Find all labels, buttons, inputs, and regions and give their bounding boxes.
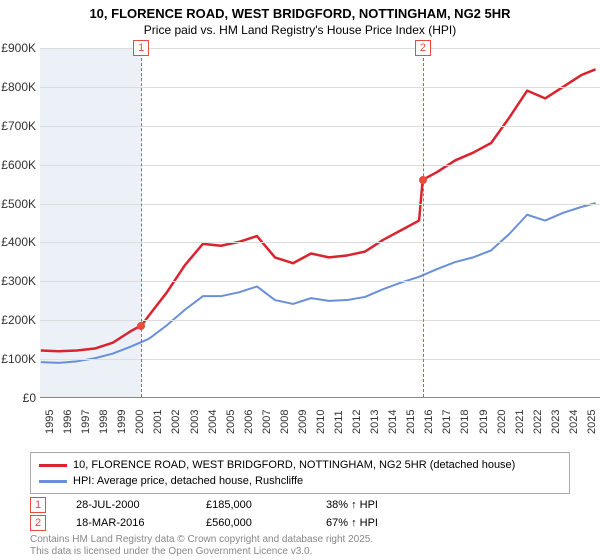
x-tick-label: 2006 <box>243 410 255 434</box>
y-tick-label: £100K <box>1 352 36 366</box>
sale-date: 28-JUL-2000 <box>76 499 176 511</box>
x-tick-label: 2005 <box>225 410 237 434</box>
marker-dot <box>137 322 145 330</box>
page-subtitle: Price paid vs. HM Land Registry's House … <box>0 21 600 43</box>
legend-swatch <box>39 480 67 483</box>
legend-label: HPI: Average price, detached house, Rush… <box>73 475 303 487</box>
gridline <box>40 281 600 282</box>
x-tick-label: 2009 <box>297 410 309 434</box>
x-tick-label: 2018 <box>459 410 471 434</box>
sale-date: 18-MAR-2016 <box>76 517 176 529</box>
gridline <box>40 359 600 360</box>
marker-badge: 1 <box>30 497 46 513</box>
series-hpi <box>41 203 596 363</box>
x-tick-label: 2023 <box>550 410 562 434</box>
y-tick-label: £600K <box>1 158 36 172</box>
x-tick-label: 2011 <box>333 410 345 434</box>
legend: 10, FLORENCE ROAD, WEST BRIDGFORD, NOTTI… <box>30 452 570 494</box>
sale-price: £560,000 <box>206 517 296 529</box>
gridline <box>40 48 600 49</box>
gridline <box>40 320 600 321</box>
x-tick-label: 2007 <box>261 410 273 434</box>
x-tick-label: 2020 <box>496 410 508 434</box>
legend-item-hpi: HPI: Average price, detached house, Rush… <box>39 473 561 489</box>
x-tick-label: 2004 <box>207 410 219 434</box>
x-tick-label: 2015 <box>405 410 417 434</box>
y-tick-label: £800K <box>1 80 36 94</box>
x-tick-label: 2003 <box>189 410 201 434</box>
y-tick-label: £700K <box>1 119 36 133</box>
x-tick-label: 2000 <box>134 410 146 434</box>
x-tick-label: 2014 <box>387 410 399 434</box>
x-tick-label: 1997 <box>80 410 92 434</box>
gridline <box>40 87 600 88</box>
legend-label: 10, FLORENCE ROAD, WEST BRIDGFORD, NOTTI… <box>73 459 515 471</box>
sale-row: 1 28-JUL-2000 £185,000 38% ↑ HPI <box>30 496 378 514</box>
x-tick-label: 1999 <box>116 410 128 434</box>
x-tick-label: 2024 <box>568 410 580 434</box>
x-tick-label: 2002 <box>170 410 182 434</box>
gridline <box>40 165 600 166</box>
marker-box: 1 <box>133 40 149 56</box>
x-tick-label: 2019 <box>478 410 490 434</box>
x-tick-label: 1995 <box>44 410 56 434</box>
x-tick-label: 2013 <box>369 410 381 434</box>
y-tick-label: £300K <box>1 274 36 288</box>
y-tick-label: £900K <box>1 41 36 55</box>
x-tick-label: 2025 <box>586 410 598 434</box>
marker-badge: 2 <box>30 515 46 531</box>
page-title: 10, FLORENCE ROAD, WEST BRIDGFORD, NOTTI… <box>0 0 600 21</box>
x-tick-label: 2016 <box>423 410 435 434</box>
marker-box: 2 <box>415 40 431 56</box>
x-axis-labels: 1995 1996 1997 1998 1999 2000 2001 2002 2003 2004… <box>40 400 600 450</box>
footer: Contains HM Land Registry data © Crown c… <box>30 534 373 558</box>
x-tick-label: 2001 <box>152 410 164 434</box>
marker-line <box>141 48 142 397</box>
x-tick-label: 2010 <box>315 410 327 434</box>
x-tick-label: 2008 <box>279 410 291 434</box>
legend-swatch <box>39 464 67 467</box>
marker-line <box>423 48 424 397</box>
y-tick-label: £0 <box>23 391 36 405</box>
x-tick-label: 2012 <box>351 410 363 434</box>
gridline <box>40 242 600 243</box>
sale-delta: 38% ↑ HPI <box>326 499 378 511</box>
footer-line: Contains HM Land Registry data © Crown c… <box>30 534 373 546</box>
chart-lines <box>40 48 600 397</box>
sale-delta: 67% ↑ HPI <box>326 517 378 529</box>
footer-line: This data is licensed under the Open Gov… <box>30 546 373 558</box>
y-tick-label: £200K <box>1 313 36 327</box>
sale-price: £185,000 <box>206 499 296 511</box>
series-price_paid <box>41 69 596 351</box>
sale-row: 2 18-MAR-2016 £560,000 67% ↑ HPI <box>30 514 378 532</box>
y-tick-label: £500K <box>1 197 36 211</box>
x-tick-label: 1996 <box>62 410 74 434</box>
sales-table: 1 28-JUL-2000 £185,000 38% ↑ HPI 2 18-MA… <box>30 496 378 532</box>
x-tick-label: 1998 <box>98 410 110 434</box>
x-tick-label: 2022 <box>532 410 544 434</box>
y-tick-label: £400K <box>1 235 36 249</box>
price-chart: £0£100K£200K£300K£400K£500K£600K£700K£80… <box>40 48 600 398</box>
x-tick-label: 2017 <box>441 410 453 434</box>
gridline <box>40 126 600 127</box>
legend-item-price-paid: 10, FLORENCE ROAD, WEST BRIDGFORD, NOTTI… <box>39 457 561 473</box>
marker-dot <box>419 176 427 184</box>
x-tick-label: 2021 <box>514 410 526 434</box>
gridline <box>40 204 600 205</box>
